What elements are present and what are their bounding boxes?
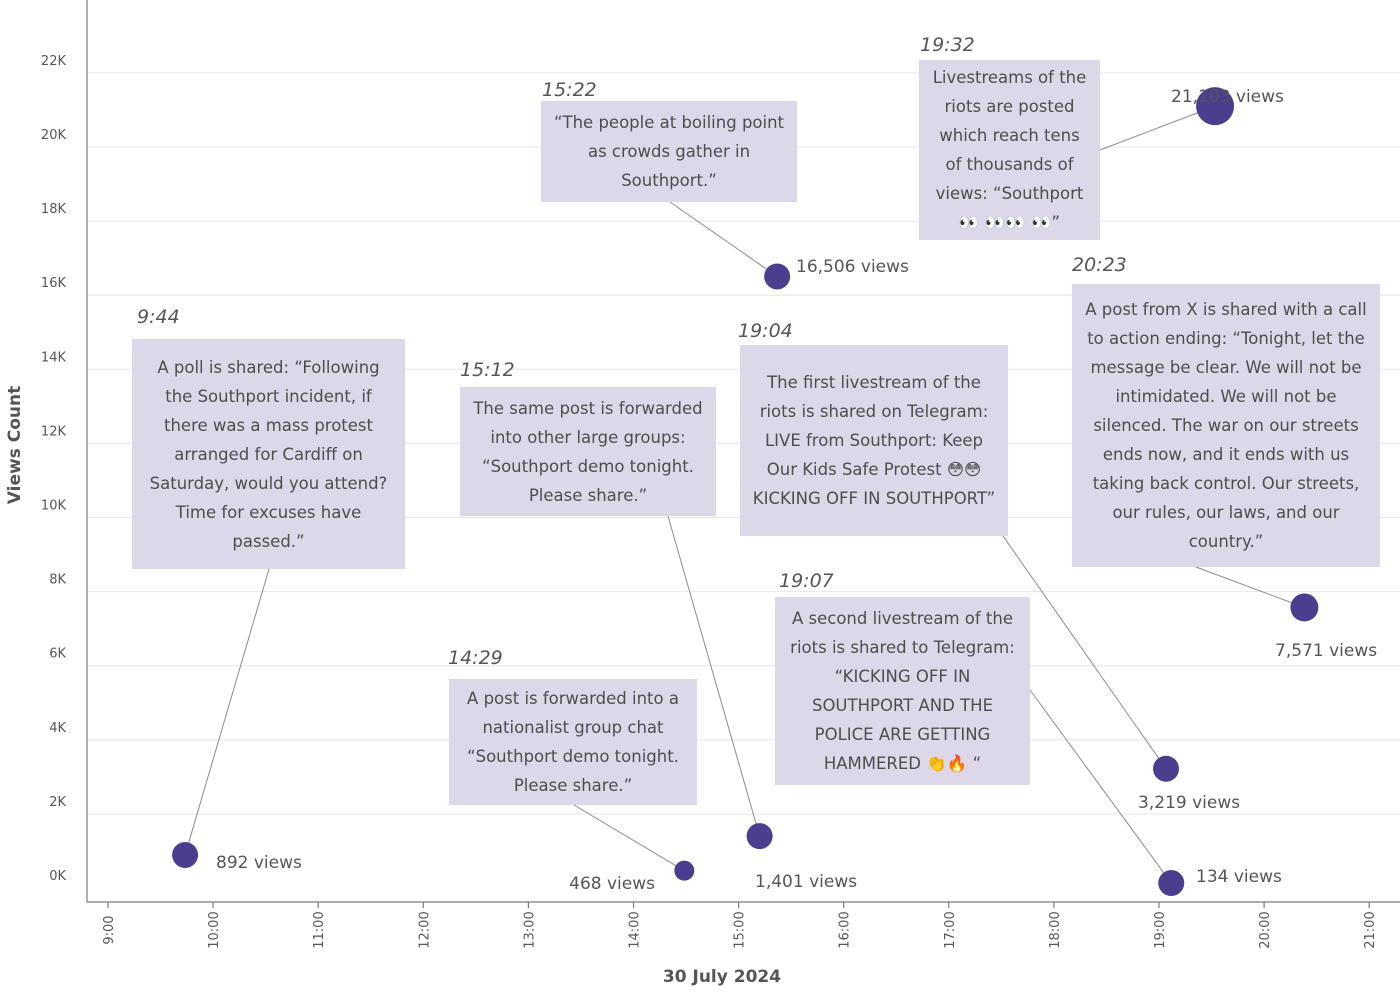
data-point [1153, 755, 1180, 782]
annotation-leader-line [669, 201, 778, 277]
data-point [1290, 593, 1319, 622]
time-label: 14:29 [448, 647, 503, 669]
x-tick-label: 13:00 [522, 911, 537, 948]
y-tick-label: 12K [41, 424, 67, 439]
annotation-text: A post is forwarded into a nationalist g… [467, 689, 679, 795]
x-tick-label: 16:00 [838, 911, 853, 948]
annotation-leader-line [1099, 105, 1216, 151]
y-tick-label: 4K [49, 721, 66, 736]
annotation-text: The same post is forwarded into other la… [473, 398, 703, 505]
y-tick-label: 6K [49, 647, 66, 662]
annotation-leader-line [573, 804, 685, 872]
x-tick-label: 9:00 [102, 915, 117, 944]
x-tick-label: 18:00 [1048, 911, 1063, 948]
time-label: 19:07 [779, 570, 834, 592]
annotation-leader-line [667, 515, 761, 837]
annotation-text: “The people at boiling point as crowds g… [553, 113, 785, 190]
data-point [1196, 87, 1235, 126]
views-label: 16,506 views [796, 257, 909, 277]
time-label: 15:22 [542, 79, 597, 101]
annotation-text: A poll is shared: “Following the Southpo… [149, 357, 388, 551]
time-label: 19:04 [738, 320, 793, 342]
data-point [172, 841, 199, 868]
annotation-box: A second livestream of the riots is shar… [775, 597, 1030, 785]
x-tick-label: 15:00 [733, 911, 748, 948]
data-point [764, 263, 791, 290]
x-tick-label: 12:00 [417, 911, 432, 948]
annotation-leader-line [1002, 535, 1167, 770]
annotation-box: The first livestream of the riots is sha… [740, 345, 1008, 536]
x-tick-label: 14:00 [628, 911, 643, 948]
x-axis-title: 30 July 2024 [663, 967, 781, 987]
time-label: 9:44 [137, 306, 180, 328]
annotation-box: A poll is shared: “Following the Southpo… [132, 339, 405, 569]
annotation-box: A post is forwarded into a nationalist g… [449, 679, 697, 805]
annotation-box: The same post is forwarded into other la… [460, 387, 716, 516]
y-tick-label: 16K [41, 276, 67, 291]
views-label: 21,103 views [1171, 87, 1284, 107]
x-tick-label: 19:00 [1153, 911, 1168, 948]
y-tick-label: 10K [41, 499, 67, 514]
data-point [674, 860, 695, 881]
annotation-box: “The people at boiling point as crowds g… [541, 101, 797, 202]
x-tick-label: 10:00 [207, 911, 222, 948]
time-label: 20:23 [1072, 254, 1127, 276]
views-label: 1,401 views [755, 872, 857, 892]
y-tick-label: 0K [49, 869, 66, 884]
x-tick-label: 11:00 [312, 911, 327, 948]
y-tick-label: 8K [49, 573, 66, 588]
views-label: 7,571 views [1275, 641, 1377, 661]
annotation-box: A post from X is shared with a call to a… [1072, 284, 1380, 567]
views-label: 892 views [216, 853, 302, 873]
annotation-text: A second livestream of the riots is shar… [790, 609, 1015, 773]
y-tick-label: 2K [49, 795, 66, 810]
views-label: 134 views [1196, 867, 1282, 887]
views-label: 468 views [569, 874, 655, 894]
data-point [1158, 870, 1185, 897]
x-tick-label: 17:00 [943, 911, 958, 948]
y-tick-label: 22K [41, 54, 67, 69]
time-label: 19:32 [920, 34, 975, 56]
data-point [746, 823, 773, 850]
y-tick-label: 18K [41, 202, 67, 217]
annotation-text: Livestreams of the riots are posted whic… [932, 68, 1087, 232]
y-axis-title: Views Count [5, 386, 25, 504]
annotation-text: The first livestream of the riots is sha… [752, 373, 996, 508]
annotation-box: Livestreams of the riots are posted whic… [919, 60, 1100, 240]
x-tick-label: 21:00 [1363, 911, 1378, 948]
annotation-leader-line [1195, 566, 1305, 608]
x-tick-label: 20:00 [1258, 911, 1273, 948]
views-label: 3,219 views [1138, 793, 1240, 813]
y-tick-label: 14K [41, 350, 67, 365]
y-tick-label: 20K [41, 128, 67, 143]
annotation-leader-line [1029, 689, 1172, 884]
annotation-text: A post from X is shared with a call to a… [1085, 300, 1367, 551]
time-label: 15:12 [460, 359, 515, 381]
annotation-leader-line [184, 568, 270, 856]
